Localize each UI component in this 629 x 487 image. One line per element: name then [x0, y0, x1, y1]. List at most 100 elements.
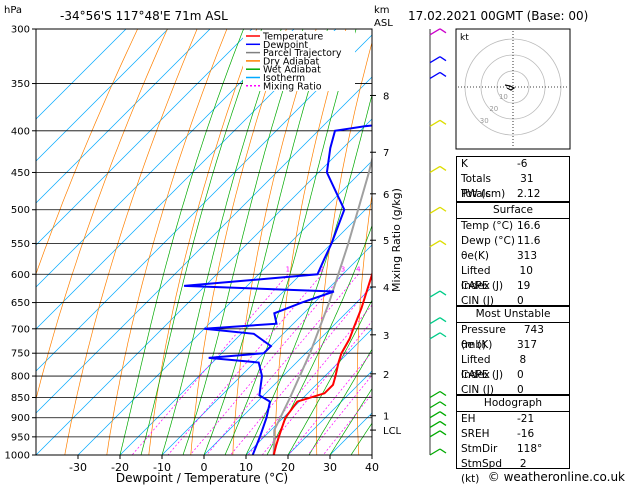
isotherm-line	[36, 29, 253, 246]
isotherm-line	[203, 286, 372, 455]
temperature-line	[272, 271, 372, 455]
hodograph-stat-row: StmDir 118°	[457, 442, 569, 457]
mixing-ratio-label: 4	[356, 265, 361, 273]
km-tick-label: 8	[383, 91, 389, 102]
isotherm-line	[161, 244, 372, 455]
surface-label: CAPE (J)	[461, 280, 504, 292]
wind-barb	[429, 390, 441, 399]
hodograph-stat-value: 2	[519, 458, 527, 470]
wind-barb-flag	[439, 56, 447, 62]
indices-box: K -6 Totals Totals 31 PW (cm) 2.12	[456, 156, 570, 202]
km-tick-label: 2	[383, 370, 389, 381]
temperature-tick-label: 40	[365, 461, 379, 474]
wet-adiabat-line	[308, 348, 372, 455]
most-unstable-value: 743	[523, 324, 544, 336]
most-unstable-label: Pressure (mb)	[461, 324, 506, 351]
legend-item-label: Wet Adiabat	[263, 65, 321, 76]
surface-label: Lifted Index	[461, 265, 491, 292]
hodograph-stat-label: SREH	[461, 428, 490, 440]
temperature-tick-label: 0	[201, 461, 208, 474]
isotherm-line	[287, 370, 372, 455]
location-title: -34°56'S 117°48'E 71m ASL	[60, 9, 228, 23]
hodograph-table-title: Hodograph	[457, 396, 569, 412]
pressure-tick-label: 950	[11, 432, 30, 443]
wind-barb-flag	[439, 332, 447, 338]
wind-barb	[429, 165, 441, 174]
surface-value: 19	[517, 280, 531, 292]
wind-barb	[429, 401, 441, 409]
pressure-tick-label: 900	[11, 413, 30, 424]
hodograph-ring-label: 20	[489, 105, 498, 113]
wind-barb	[429, 206, 441, 214]
wind-barb-flag	[439, 420, 447, 426]
hodograph-stat-row: StmSpd (kt) 2	[457, 457, 569, 485]
pressure-tick-label: 750	[11, 349, 30, 360]
legend-item-label: Dry Adiabat	[263, 56, 320, 67]
most-unstable-value: 0	[517, 369, 524, 381]
pressure-tick-label: 350	[11, 79, 30, 90]
most-unstable-value: 8	[519, 354, 527, 366]
surface-label: Temp (°C)	[461, 220, 514, 232]
hodograph-stat-label: EH	[461, 413, 476, 425]
temperature-tick-label: 30	[323, 461, 337, 474]
wind-barb	[429, 411, 441, 419]
wind-barb	[429, 56, 441, 64]
wind-barb	[429, 240, 441, 248]
index-value: -6	[517, 158, 528, 170]
mixing-ratio-line	[322, 393, 372, 455]
hodograph-stat-value: -16	[517, 428, 535, 440]
wind-barb-flag	[439, 290, 447, 296]
pressure-tick-label: 450	[11, 168, 30, 179]
wind-barb	[429, 420, 441, 428]
wind-barb-flag	[439, 165, 447, 172]
surface-label: θe(K)	[461, 250, 489, 262]
surface-box: Surface Temp (°C) 16.6 Dewp (°C) 11.6 θe(K) 3…	[456, 202, 570, 307]
mixing-ratio-label: 2	[320, 265, 324, 273]
index-row: Totals Totals 31	[457, 172, 569, 200]
isotherm-lines	[36, 29, 372, 455]
surface-value: 313	[517, 250, 538, 262]
isotherm-line	[36, 34, 372, 372]
most-unstable-value: 0	[517, 384, 524, 396]
surface-row: Temp (°C) 16.6	[457, 219, 569, 234]
legend-item-label: Dewpoint	[263, 40, 308, 51]
legend-item-label: Mixing Ratio	[263, 81, 322, 92]
pressure-tick-label: 850	[11, 393, 30, 404]
most-unstable-row: CIN (J) 0	[457, 383, 569, 398]
pressure-tick-label: 600	[11, 270, 30, 281]
legend-item-label: Parcel Trajectory	[263, 48, 342, 59]
wind-barb	[429, 290, 441, 298]
mixing-ratio-label: 1	[286, 265, 290, 273]
wind-barb-flag	[439, 240, 447, 246]
hodograph-stat-row: EH -21	[457, 412, 569, 427]
km-tick-label: 6	[383, 190, 389, 201]
most-unstable-row: θe (K) 317	[457, 338, 569, 353]
isotherm-line	[36, 29, 295, 288]
isotherm-line	[77, 160, 372, 455]
isotherm-line	[36, 29, 127, 120]
most-unstable-label: θe (K)	[461, 339, 493, 351]
most-unstable-row: Lifted Index 8	[457, 353, 569, 381]
most-unstable-title: Most Unstable	[457, 307, 569, 323]
hodograph-stat-label: StmDir	[461, 443, 498, 455]
temperature-tick-label: -10	[153, 461, 171, 474]
isotherm-line	[36, 29, 337, 330]
mixing-ratio-axis-label: Mixing Ratio (g/kg)	[390, 188, 403, 292]
legend-item-label: Temperature	[262, 32, 323, 43]
wind-barb-flag	[439, 430, 447, 436]
isotherm-line	[36, 29, 169, 162]
hodograph-trace	[504, 84, 516, 91]
wind-barb-flag	[439, 411, 447, 417]
pressure-tick-label: 400	[11, 126, 30, 137]
wind-barb-flag	[439, 448, 447, 454]
index-value: 2.12	[517, 188, 541, 200]
most-unstable-row: CAPE (J) 0	[457, 368, 569, 383]
pressure-tick-label: 650	[11, 298, 30, 309]
wind-barb	[429, 332, 441, 340]
km-label: km	[374, 5, 390, 16]
hodograph-table-box: Hodograph EH -21 SREH -16 StmDir 118° StmSpd (…	[456, 395, 570, 485]
mixing-ratio-line	[307, 374, 372, 455]
